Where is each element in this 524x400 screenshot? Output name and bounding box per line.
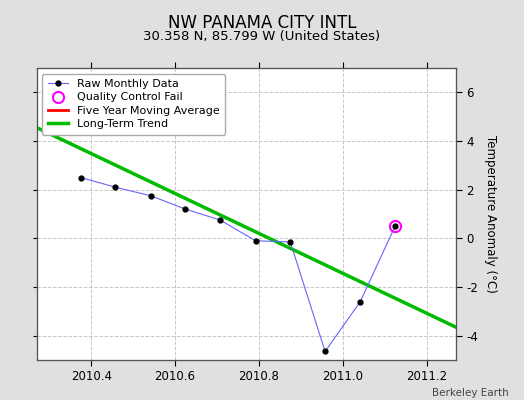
Legend: Raw Monthly Data, Quality Control Fail, Five Year Moving Average, Long-Term Tren: Raw Monthly Data, Quality Control Fail, … [42,74,225,135]
Text: 30.358 N, 85.799 W (United States): 30.358 N, 85.799 W (United States) [144,30,380,43]
Y-axis label: Temperature Anomaly (°C): Temperature Anomaly (°C) [484,135,497,293]
Text: Berkeley Earth: Berkeley Earth [432,388,508,398]
Text: NW PANAMA CITY INTL: NW PANAMA CITY INTL [168,14,356,32]
